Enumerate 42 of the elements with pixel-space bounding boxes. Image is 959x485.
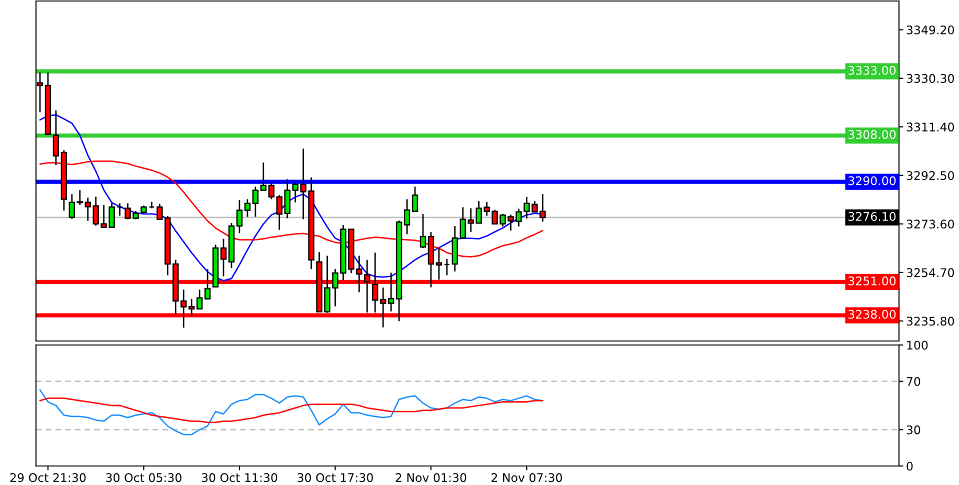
candlestick <box>220 238 227 277</box>
y-tick-label: 3330.30 <box>906 74 954 83</box>
y-tick-label: 3292.50 <box>906 171 954 180</box>
candlestick <box>76 189 83 206</box>
ref-line-label: 3333.00 <box>848 66 896 75</box>
candlestick <box>260 162 266 191</box>
candlestick <box>204 268 211 300</box>
ref-line-label: 3276.10 <box>848 212 896 221</box>
ref-line-label: 3251.00 <box>848 276 896 286</box>
candlestick <box>460 206 466 239</box>
y-tick-label: 30 <box>906 425 920 434</box>
y-tick-label: 3235.80 <box>906 316 954 326</box>
candlestick <box>116 202 123 216</box>
candlestick <box>388 272 394 312</box>
y-tick-label: 3254.70 <box>906 268 954 278</box>
y-tick-label: 3273.60 <box>906 220 954 229</box>
candlestick <box>444 258 450 276</box>
x-tick-label: 2 Nov 01:30 <box>396 473 466 482</box>
line-series <box>39 398 544 424</box>
x-tick-label: 30 Oct 11:30 <box>202 473 278 482</box>
ref-line-label: 3308.00 <box>848 130 896 139</box>
x-tick-label: 29 Oct 21:30 <box>10 473 86 482</box>
y-tick-label: 0 <box>906 462 913 471</box>
x-tick-label: 30 Oct 17:30 <box>298 473 373 482</box>
y-tick-label: 3349.20 <box>906 25 954 34</box>
candlestick <box>404 198 410 235</box>
candlestick <box>244 198 251 218</box>
candlestick <box>268 182 274 200</box>
candlestick <box>252 186 259 218</box>
candlestick <box>420 213 426 249</box>
x-tick-label: 2 Nov 07:30 <box>492 473 562 482</box>
candlestick <box>412 186 418 212</box>
line-series <box>39 389 544 436</box>
ref-line-label: 3238.00 <box>848 310 896 319</box>
x-tick-label: 30 Oct 05:30 <box>106 473 182 482</box>
y-tick-label: 3311.40 <box>906 122 954 132</box>
y-tick-label: 70 <box>906 377 920 386</box>
candlestick <box>68 193 76 220</box>
y-tick-label: 100 <box>907 340 928 350</box>
candlestick <box>196 288 203 310</box>
candlestick <box>236 199 243 234</box>
ref-line-label: 3290.00 <box>848 176 896 186</box>
